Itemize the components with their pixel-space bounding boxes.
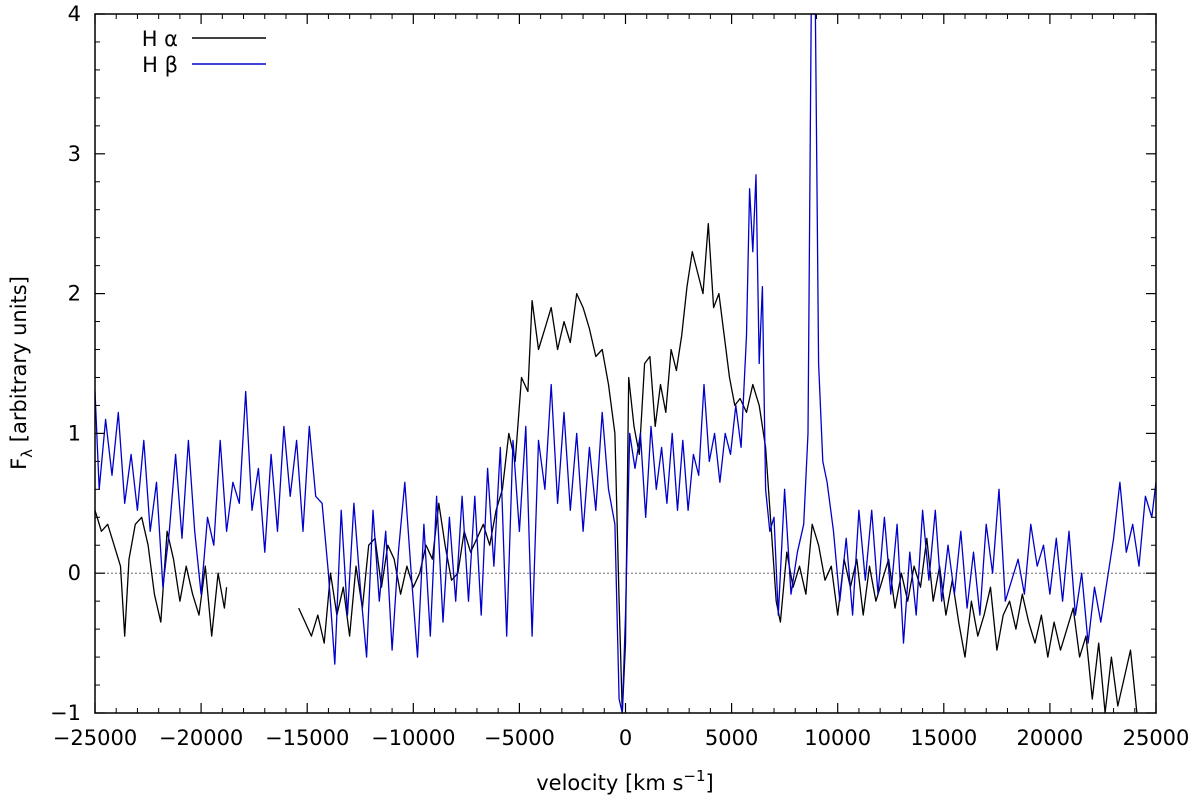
series-0-line-segment-1 [298,223,1138,714]
x-tick-label: 15000 [910,726,977,750]
x-axis-label-sup: −1 [683,767,705,785]
y-axis-label-rest: [arbitrary units] [7,276,31,449]
x-tick-label: −25000 [53,726,137,750]
x-tick-label: −20000 [159,726,243,750]
y-tick-label: 2 [68,282,81,306]
y-axis-label: Fλ [arbitrary units] [7,276,36,470]
y-axis-label-main: F [7,458,31,470]
x-tick-label: 25000 [1123,726,1190,750]
y-tick-label: 1 [68,421,81,445]
legend-label-1: H β [142,53,178,77]
x-tick-label: 20000 [1016,726,1083,750]
series-1-line-segment-0 [94,13,1157,714]
x-tick-label: −5000 [484,726,555,750]
x-axis-label-end: ] [706,771,714,795]
y-tick-label: 3 [68,142,81,166]
x-tick-label: 10000 [804,726,871,750]
legend-label-0: H α [142,27,178,51]
ticks-layer: −25000 −20000 −15000 −10000 −5000 0 5000 10000 1… [50,2,1189,750]
series-layer [94,13,1157,714]
series-0-line-segment-0 [94,510,228,637]
legend: H α H β [142,27,266,77]
x-tick-label: −15000 [265,726,349,750]
x-axis-label-main: velocity [km s [536,771,683,795]
y-tick-label: 4 [68,2,81,26]
y-tick-label: 0 [68,561,81,585]
y-tick-label: −1 [50,701,81,725]
x-axis-label: velocity [km s−1] [536,767,714,795]
y-axis-label-sub: λ [18,449,36,458]
x-tick-label: 0 [619,726,632,750]
x-tick-label: 5000 [705,726,758,750]
x-tick-label: −10000 [371,726,455,750]
